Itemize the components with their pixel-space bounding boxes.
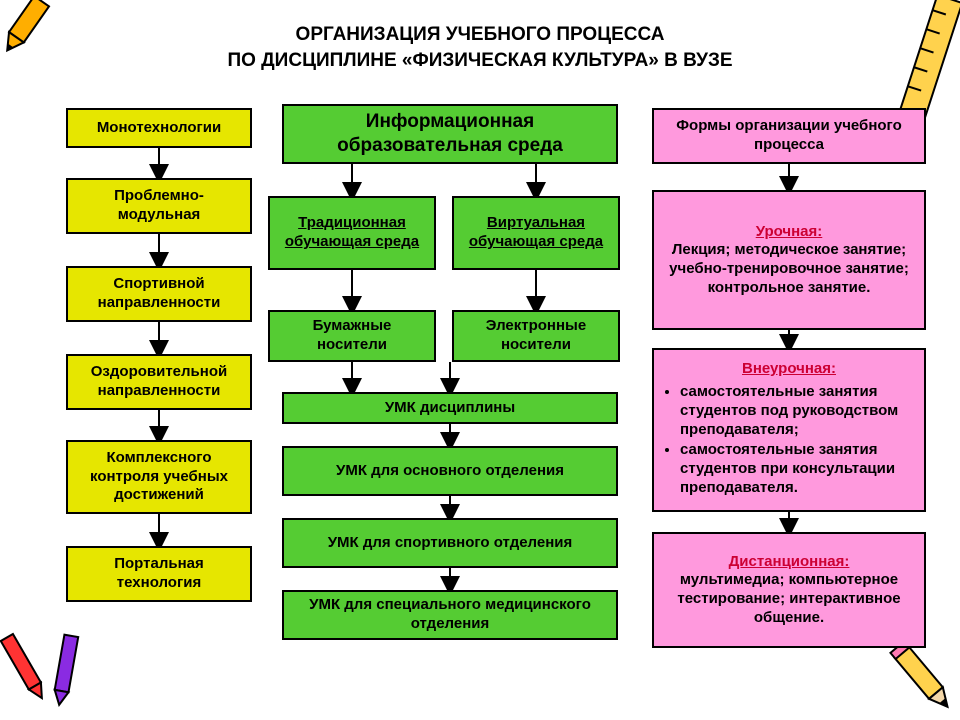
col3-block-2: Внеурочная:самостоятельные занятия студе… xyxy=(652,348,926,512)
col2-top: Информационная образовательная среда xyxy=(282,104,618,164)
col2-split-1: Виртуальная обучающая среда xyxy=(452,196,620,270)
col2-split-0: Традиционная обучающая среда xyxy=(268,196,436,270)
col2-umk-3: УМК для специального медицинского отделе… xyxy=(282,590,618,640)
col3-top: Формы организации учебного процесса xyxy=(652,108,926,164)
crayons-icon xyxy=(0,613,102,720)
diagram-stage: ОРГАНИЗАЦИЯ УЧЕБНОГО ПРОЦЕССА ПО ДИСЦИПЛ… xyxy=(0,0,960,720)
col2-umk-1: УМК для основного отделения xyxy=(282,446,618,496)
col2-umk-2: УМК для спортивного отделения xyxy=(282,518,618,568)
col2-media-0: Бумажные носители xyxy=(268,310,436,362)
col3-block-3: Дистанционная:мультимедиа; компьютерное … xyxy=(652,532,926,648)
title-line2: ПО ДИСЦИПЛИНЕ «ФИЗИЧЕСКАЯ КУЛЬТУРА» В ВУ… xyxy=(227,50,732,71)
title-line1: ОРГАНИЗАЦИЯ УЧЕБНОГО ПРОЦЕССА xyxy=(296,24,665,45)
page-title: ОРГАНИЗАЦИЯ УЧЕБНОГО ПРОЦЕССА ПО ДИСЦИПЛ… xyxy=(0,22,960,73)
col1-box-1: Проблемно-модульная xyxy=(66,178,252,234)
col2-media-1: Электронные носители xyxy=(452,310,620,362)
col3-block-1: Урочная:Лекция; методическое занятие; уч… xyxy=(652,190,926,330)
col2-umk-0: УМК дисциплины xyxy=(282,392,618,424)
col1-box-5: Портальная технология xyxy=(66,546,252,602)
col1-box-3: Оздоровительной направленности xyxy=(66,354,252,410)
crayon-icon xyxy=(0,0,60,65)
col1-box-2: Спортивной направленности xyxy=(66,266,252,322)
col1-box-0: Монотехнологии xyxy=(66,108,252,148)
col1-box-4: Комплексного контроля учебных достижений xyxy=(66,440,252,514)
